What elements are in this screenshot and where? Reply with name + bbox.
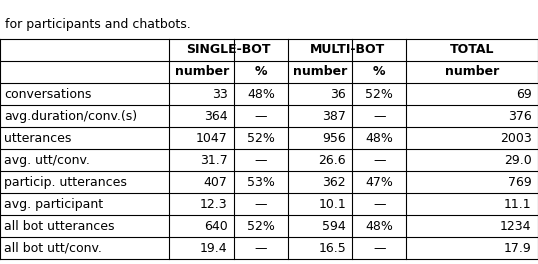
Text: 52%: 52% <box>247 132 275 145</box>
Text: 48%: 48% <box>247 88 275 101</box>
Text: 36: 36 <box>330 88 346 101</box>
Text: 11.1: 11.1 <box>504 198 532 211</box>
Text: avg. utt/conv.: avg. utt/conv. <box>4 154 90 167</box>
Text: avg.duration/conv.(s): avg.duration/conv.(s) <box>4 110 137 122</box>
Text: 26.6: 26.6 <box>318 154 346 167</box>
Text: 53%: 53% <box>247 176 275 189</box>
Text: —: — <box>373 198 386 211</box>
Text: 956: 956 <box>322 132 346 145</box>
Text: 769: 769 <box>508 176 532 189</box>
Text: for participants and chatbots.: for participants and chatbots. <box>5 17 191 31</box>
Text: 594: 594 <box>322 220 346 233</box>
Text: 48%: 48% <box>365 220 393 233</box>
Text: —: — <box>254 110 267 122</box>
Text: 640: 640 <box>204 220 228 233</box>
Text: avg. participant: avg. participant <box>4 198 103 211</box>
Text: 12.3: 12.3 <box>200 198 228 211</box>
Text: —: — <box>373 242 386 255</box>
Text: 31.7: 31.7 <box>200 154 228 167</box>
Text: all bot utt/conv.: all bot utt/conv. <box>4 242 102 255</box>
Text: all bot utterances: all bot utterances <box>4 220 115 233</box>
Text: 16.5: 16.5 <box>318 242 346 255</box>
Text: —: — <box>254 198 267 211</box>
Text: number: number <box>293 65 347 78</box>
Text: 52%: 52% <box>247 220 275 233</box>
Text: particip. utterances: particip. utterances <box>4 176 127 189</box>
Text: 407: 407 <box>204 176 228 189</box>
Text: 33: 33 <box>212 88 228 101</box>
Text: 29.0: 29.0 <box>504 154 532 167</box>
Text: 1047: 1047 <box>196 132 228 145</box>
Text: 47%: 47% <box>365 176 393 189</box>
Text: —: — <box>254 242 267 255</box>
Text: 19.4: 19.4 <box>200 242 228 255</box>
Text: 2003: 2003 <box>500 132 532 145</box>
Text: —: — <box>373 154 386 167</box>
Text: %: % <box>373 65 386 78</box>
Text: 10.1: 10.1 <box>318 198 346 211</box>
Text: number: number <box>175 65 229 78</box>
Text: 364: 364 <box>204 110 228 122</box>
Text: MULTI-BOT: MULTI-BOT <box>309 44 385 56</box>
Text: 69: 69 <box>516 88 532 101</box>
Text: 362: 362 <box>322 176 346 189</box>
Text: TOTAL: TOTAL <box>450 44 494 56</box>
Text: 48%: 48% <box>365 132 393 145</box>
Text: SINGLE-BOT: SINGLE-BOT <box>186 44 271 56</box>
Text: number: number <box>445 65 499 78</box>
Text: 376: 376 <box>508 110 532 122</box>
Text: %: % <box>254 65 267 78</box>
Text: 387: 387 <box>322 110 346 122</box>
Text: conversations: conversations <box>4 88 91 101</box>
Text: 17.9: 17.9 <box>504 242 532 255</box>
Text: 52%: 52% <box>365 88 393 101</box>
Text: —: — <box>373 110 386 122</box>
Text: 1234: 1234 <box>500 220 532 233</box>
Text: utterances: utterances <box>4 132 72 145</box>
Text: —: — <box>254 154 267 167</box>
